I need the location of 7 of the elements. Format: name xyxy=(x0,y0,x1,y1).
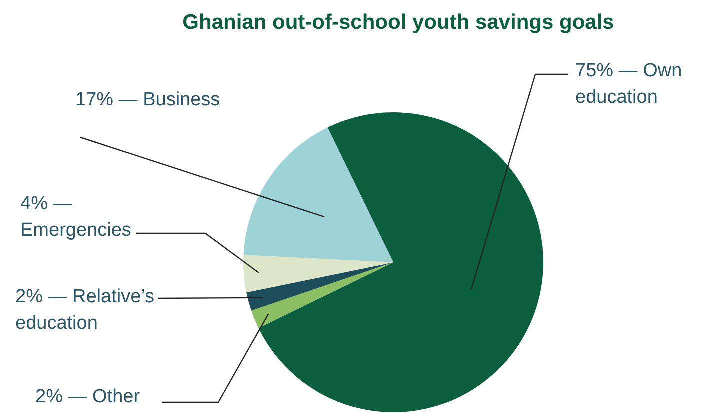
slice-label: 17% — Business xyxy=(76,90,220,110)
slice-label: 2% — Relative’s education xyxy=(16,286,155,334)
slice-label: Emergencies xyxy=(20,220,132,241)
slice-label: 75% — Own education xyxy=(576,60,682,108)
data-label: 4% — xyxy=(20,194,72,214)
slice-label: 2% — Other xyxy=(36,386,141,408)
chart-title: Ghanian out-of-school youth savings goals xyxy=(182,11,614,34)
